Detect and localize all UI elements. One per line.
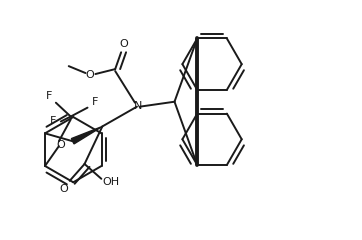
Text: O: O — [120, 39, 129, 49]
Text: N: N — [134, 101, 142, 111]
Text: F: F — [92, 97, 98, 107]
Text: O: O — [85, 70, 94, 80]
Text: O: O — [59, 184, 68, 194]
Text: F: F — [50, 116, 56, 126]
Polygon shape — [71, 126, 102, 144]
Text: OH: OH — [103, 177, 120, 187]
Text: O: O — [56, 140, 65, 150]
Text: F: F — [46, 91, 52, 101]
